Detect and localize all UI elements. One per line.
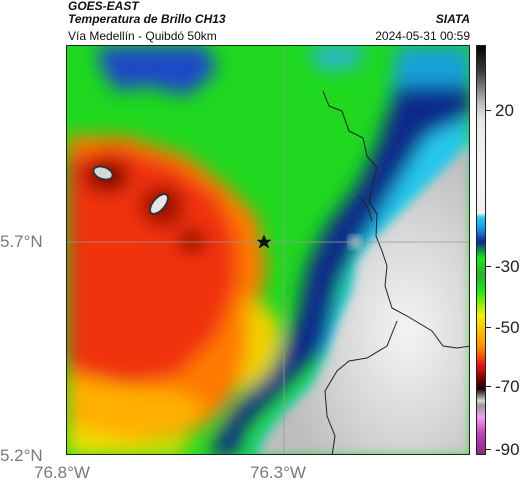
route-subtitle: Vía Medellín - Quibdó 50km	[68, 29, 217, 43]
colorbar-tick	[486, 327, 491, 328]
colorbar-tick	[486, 266, 491, 267]
boundary-line	[322, 90, 469, 349]
cold-core-1	[92, 165, 114, 181]
satellite-map[interactable]	[66, 45, 470, 455]
colorbar-label-neg90: -90	[495, 440, 520, 459]
satellite-title: GOES-EAST	[68, 0, 139, 13]
map-svg	[67, 46, 469, 454]
lon-tick-76.3: 76.3°W	[250, 463, 306, 482]
colorbar-label-neg50: -50	[495, 318, 520, 337]
lat-tick-5.7: 5.7°N	[0, 232, 43, 251]
colorbar-tick	[486, 110, 491, 111]
product-title: Temperatura de Brillo CH13	[68, 12, 226, 26]
clear-sky-area	[258, 143, 469, 454]
datetime-label: 2024-05-31 00:59	[375, 29, 470, 43]
colorbar-tick	[486, 386, 491, 387]
cold-core-2	[149, 193, 169, 215]
lon-tick-76.8: 76.8°W	[34, 463, 90, 482]
colorbar-label-neg70: -70	[495, 377, 520, 396]
agency-label: SIATA	[435, 12, 470, 26]
star-icon	[256, 234, 272, 249]
colorbar-label-neg30: -30	[495, 257, 520, 276]
lat-tick-5.2: 5.2°N	[0, 446, 43, 465]
colorbar-tick	[486, 449, 491, 450]
colorbar	[476, 45, 486, 455]
colorbar-label-20: 20	[495, 101, 514, 120]
boundary-line-2	[358, 195, 373, 222]
river-line	[324, 320, 398, 454]
